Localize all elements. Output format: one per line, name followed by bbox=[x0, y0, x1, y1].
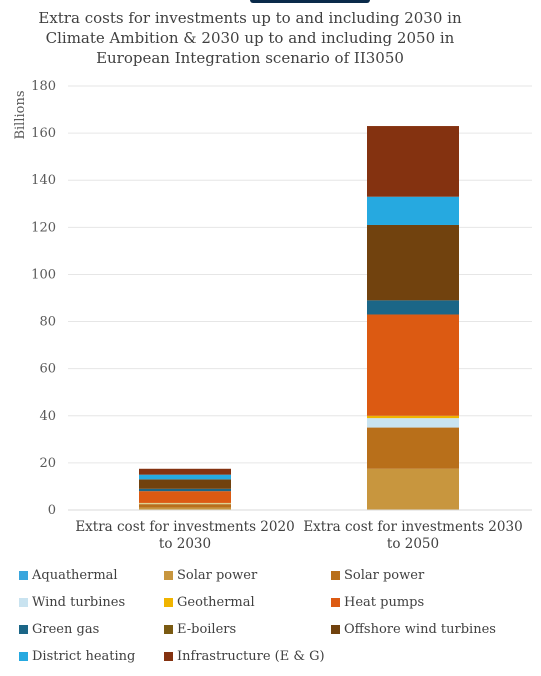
legend-label: Offshore wind turbines bbox=[344, 622, 496, 637]
legend-swatch bbox=[164, 571, 173, 580]
y-tick-label: 180 bbox=[31, 79, 56, 94]
legend-label: Infrastructure (E & G) bbox=[177, 649, 325, 664]
bar-segment bbox=[139, 474, 231, 480]
legend-label: Heat pumps bbox=[344, 595, 425, 610]
bar-segment bbox=[139, 488, 231, 492]
y-tick-label: 100 bbox=[31, 267, 56, 282]
legend-swatch bbox=[331, 598, 340, 607]
legend-swatch bbox=[331, 625, 340, 634]
bar-segment bbox=[139, 479, 231, 489]
legend-item: Solar power bbox=[331, 568, 424, 583]
legend-swatch bbox=[164, 625, 173, 634]
y-tick-label: 120 bbox=[31, 220, 56, 235]
legend-label: Green gas bbox=[32, 622, 100, 637]
bar-segment bbox=[139, 468, 231, 475]
y-tick-label: 160 bbox=[31, 126, 56, 141]
bar-segment bbox=[139, 507, 231, 510]
y-tick-label: 0 bbox=[48, 503, 56, 518]
legend-label: Geothermal bbox=[177, 595, 255, 610]
bar-segment bbox=[139, 503, 231, 505]
y-tick-label: 140 bbox=[31, 173, 56, 188]
legend-label: Wind turbines bbox=[32, 595, 126, 610]
y-axis-ticks: 0 20 40 60 80 100 120 140 160 180 bbox=[31, 79, 56, 518]
bar-segment bbox=[367, 468, 459, 510]
legend-item: Green gas bbox=[19, 622, 99, 637]
bar-segment bbox=[139, 491, 231, 503]
bar-segment bbox=[367, 126, 459, 197]
legend-item: E-boilers bbox=[164, 622, 236, 637]
y-tick-label: 20 bbox=[39, 456, 56, 471]
top-decoration bbox=[0, 0, 541, 4]
bar-segment bbox=[367, 418, 459, 428]
legend-label: District heating bbox=[32, 649, 136, 664]
legend-item: Solar power bbox=[164, 568, 257, 583]
bar-segment bbox=[367, 415, 459, 419]
bar-segment bbox=[139, 504, 231, 508]
legend-label: Solar power bbox=[344, 568, 425, 583]
legend-label: E-boilers bbox=[177, 622, 237, 637]
legend-swatch bbox=[19, 571, 28, 580]
legend-item: Wind turbines bbox=[19, 595, 125, 610]
legend-item: District heating bbox=[19, 649, 135, 664]
bar-segment bbox=[367, 300, 459, 315]
legend-swatch bbox=[164, 652, 173, 661]
legend-swatch bbox=[19, 598, 28, 607]
y-axis-label: Billions bbox=[13, 90, 28, 139]
category-label: Extra cost for investments 2020 to 2030 bbox=[75, 519, 294, 552]
legend-swatch bbox=[19, 625, 28, 634]
legend-swatch bbox=[331, 571, 340, 580]
y-tick-label: 60 bbox=[39, 362, 56, 377]
bar-segment bbox=[367, 196, 459, 225]
bar-segment bbox=[367, 314, 459, 416]
bar-segment bbox=[367, 427, 459, 469]
legend-swatch bbox=[19, 652, 28, 661]
legend-item: Geothermal bbox=[164, 595, 255, 610]
category-labels: Extra cost for investments 2020 to 2030 Ex… bbox=[75, 519, 522, 552]
legend-swatch bbox=[164, 598, 173, 607]
bars bbox=[139, 126, 459, 510]
category-label: Extra cost for investments 2030 to 2050 bbox=[303, 519, 522, 552]
legend-item: Infrastructure (E & G) bbox=[164, 649, 325, 664]
legend-label: Solar power bbox=[177, 568, 258, 583]
legend-item: Offshore wind turbines bbox=[331, 622, 496, 637]
chart-title: Extra costs for investments up to and in… bbox=[38, 9, 462, 67]
legend-item: Heat pumps bbox=[331, 595, 424, 610]
bar-segment bbox=[367, 224, 459, 301]
y-tick-label: 40 bbox=[39, 409, 56, 424]
gridlines bbox=[68, 85, 532, 464]
legend-item: Aquathermal bbox=[19, 568, 118, 583]
y-tick-label: 80 bbox=[39, 315, 56, 330]
legend-label: Aquathermal bbox=[32, 568, 118, 583]
